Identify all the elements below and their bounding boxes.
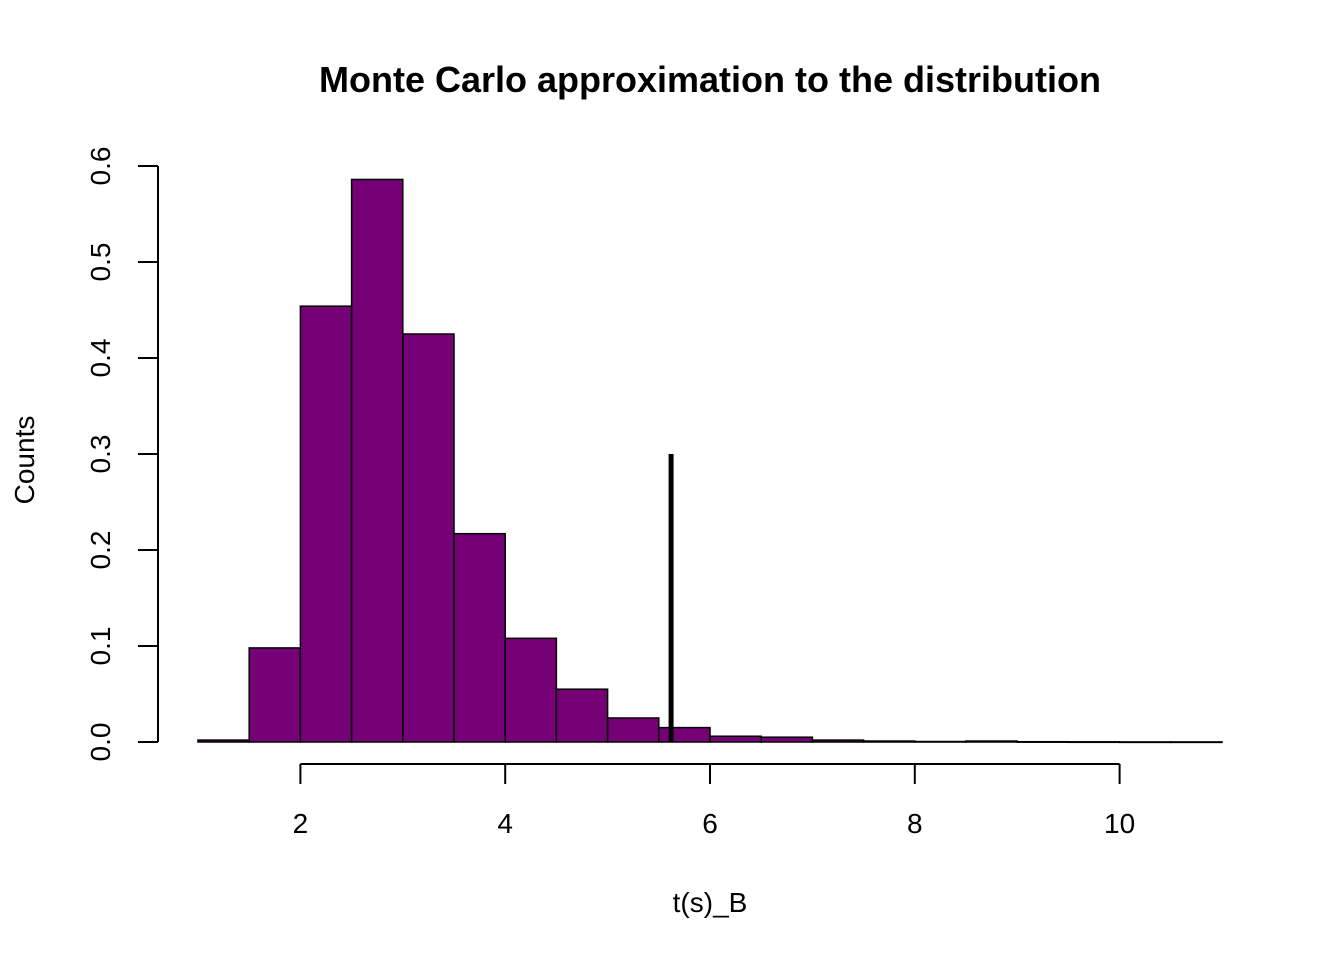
chart-title: Monte Carlo approximation to the distrib…: [319, 59, 1101, 100]
x-tick-label: 6: [702, 808, 718, 839]
x-axis: 2 4 6 8 10: [293, 763, 1135, 839]
x-tick-label: 4: [497, 808, 513, 839]
y-tick-label: 0.0: [85, 723, 116, 762]
histogram-bar: [504, 637, 558, 743]
histogram-bar: [811, 739, 865, 743]
y-axis-label: Counts: [9, 416, 40, 505]
histogram-bars: [197, 178, 1223, 744]
histogram-bar: [350, 178, 404, 743]
y-axis: 0.0 0.1 0.2 0.3 0.4 0.5 0.6: [85, 147, 159, 762]
histogram-bar: [1016, 740, 1070, 743]
x-axis-label: t(s)_B: [673, 887, 748, 918]
histogram-bar: [658, 726, 711, 743]
y-tick-label: 0.6: [85, 147, 116, 186]
histogram-bar: [760, 736, 814, 743]
histogram-bar: [709, 735, 762, 743]
histogram-bar: [248, 647, 302, 743]
histogram-bar: [1170, 741, 1223, 744]
y-tick-label: 0.5: [85, 243, 116, 282]
histogram-bar: [299, 305, 353, 743]
x-tick-label: 8: [907, 808, 923, 839]
histogram-bar: [1118, 741, 1172, 744]
y-tick-label: 0.4: [85, 339, 116, 378]
histogram-bar: [402, 333, 455, 743]
x-tick-label: 2: [293, 808, 309, 839]
x-tick-label: 10: [1104, 808, 1135, 839]
histogram-bar: [453, 532, 506, 743]
histogram-bar: [914, 740, 967, 743]
histogram-bar: [555, 688, 609, 743]
histogram-bar: [862, 740, 916, 743]
histogram-bar: [965, 740, 1018, 743]
histogram-bar: [1067, 741, 1121, 744]
histogram-bar: [606, 717, 660, 743]
y-tick-label: 0.2: [85, 531, 116, 570]
histogram-bar: [197, 739, 250, 743]
y-tick-label: 0.1: [85, 627, 116, 666]
y-tick-label: 0.3: [85, 435, 116, 474]
